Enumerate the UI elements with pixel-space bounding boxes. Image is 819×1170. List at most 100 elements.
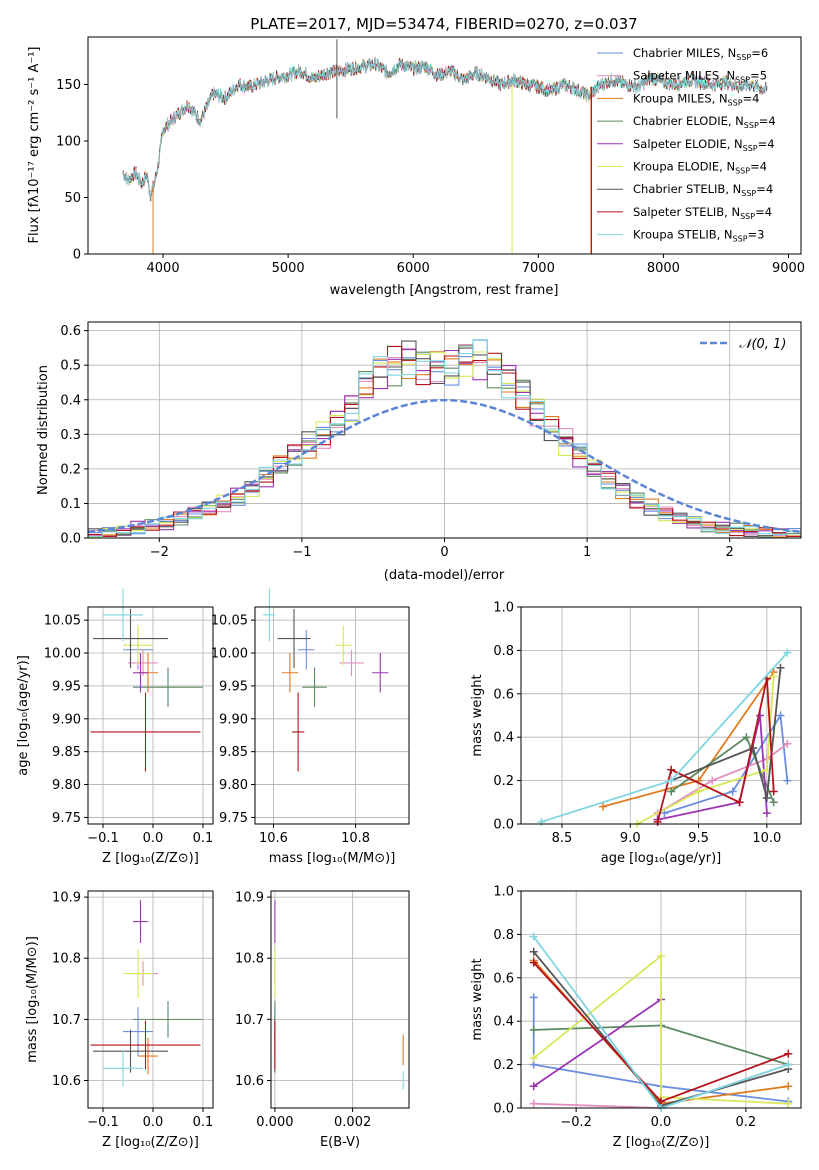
p7-ytick-label: 10.6 bbox=[235, 1074, 264, 1089]
spectrum-xtick-label: 8000 bbox=[647, 261, 680, 276]
p7-xlabel: E(B-V) bbox=[320, 1135, 360, 1150]
spectrum-legend-label: Chabrier ELODIE, NSSP=4 bbox=[633, 114, 776, 130]
p4-xtick-label: 10.6 bbox=[259, 831, 288, 846]
p5-marker bbox=[667, 787, 676, 796]
p6-ytick-label: 10.6 bbox=[52, 1074, 81, 1089]
z-age-panel: −0.1 0.0 0.1 9.75 9.80 9.85 9.90 9.95 10.00 10.05… bbox=[16, 588, 214, 866]
mass-age-panel: 10.6 10.8 9.75 9.80 9.85 9.90 9.95 10.00 10.05 ma… bbox=[211, 588, 410, 866]
p6-xtick-label: 0.0 bbox=[143, 1115, 164, 1130]
p5-xlabel: age [log₁₀(age/yr)] bbox=[601, 851, 722, 866]
p5-marker bbox=[537, 817, 546, 826]
residual-ytick-label: 0.0 bbox=[60, 532, 81, 547]
p8-ytick-label: 0.8 bbox=[493, 928, 514, 943]
p3-ytick-label: 9.75 bbox=[52, 811, 81, 826]
spectrum-legend-label: Salpeter ELODIE, NSSP=4 bbox=[633, 137, 775, 153]
z-weight-panel: −0.2 0.0 0.2 0.0 0.2 0.4 0.6 0.8 1.0 Z [log₁₀(Z/Z… bbox=[470, 885, 802, 1150]
p5-series-7 bbox=[670, 667, 782, 799]
residual-ylabel: Normed distribution bbox=[36, 365, 51, 495]
spectrum-ytick-label: 100 bbox=[56, 134, 81, 149]
p5-marker bbox=[694, 787, 703, 796]
p7-xtick-label: 0.002 bbox=[334, 1115, 371, 1130]
p8-xtick-label: −0.2 bbox=[560, 1115, 592, 1130]
p5-marker bbox=[776, 663, 785, 672]
p7-ytick-label: 10.9 bbox=[235, 891, 264, 906]
residual-ytick-label: 0.3 bbox=[60, 428, 81, 443]
p6-xlabel: Z [log₁₀(Z/Z⊙)] bbox=[102, 1135, 199, 1150]
p4-ytick-label: 10.00 bbox=[211, 647, 248, 662]
p8-marker bbox=[529, 958, 538, 967]
p4-xlabel: mass [log₁₀(M/M⊙)] bbox=[269, 851, 396, 866]
spectrum-legend-label: Salpeter MILES, NSSP=5 bbox=[633, 69, 767, 85]
spectrum-xlabel: wavelength [Angstrom, rest frame] bbox=[330, 283, 559, 298]
p8-marker bbox=[529, 947, 538, 956]
p8-marker bbox=[784, 1049, 793, 1058]
p6-ytick-label: 10.8 bbox=[52, 952, 81, 967]
age-weight-panel: 8.5 9.0 9.5 10.0 0.0 0.2 0.4 0.6 0.8 1.0 age [log₁… bbox=[470, 601, 802, 866]
residual-ytick-label: 0.2 bbox=[60, 462, 81, 477]
p7-ytick-label: 10.8 bbox=[235, 952, 264, 967]
spectrum-legend-label: Kroupa ELODIE, NSSP=4 bbox=[633, 160, 767, 176]
p4-ytick-label: 9.95 bbox=[219, 679, 248, 694]
p8-series-6 bbox=[533, 954, 789, 1105]
p8-ytick-label: 0.2 bbox=[493, 1058, 514, 1073]
spectrum-ylabel: Flux [fλ10⁻¹⁷ erg cm⁻² s⁻¹ A⁻¹] bbox=[27, 47, 42, 244]
p3-xtick-label: −0.1 bbox=[87, 831, 119, 846]
p8-xlabel: Z [log₁₀(Z/Z⊙)] bbox=[613, 1135, 710, 1150]
p8-series-5 bbox=[533, 998, 662, 1088]
p5-marker bbox=[728, 787, 737, 796]
p5-marker bbox=[708, 776, 717, 785]
p5-xtick-label: 8.5 bbox=[552, 831, 573, 846]
p3-ytick-label: 10.05 bbox=[44, 614, 81, 629]
p8-ytick-label: 0.0 bbox=[493, 1102, 514, 1117]
p8-marker bbox=[784, 1099, 793, 1108]
residual-frame bbox=[87, 321, 802, 539]
p5-marker bbox=[762, 809, 771, 818]
p5-ytick-label: 0.4 bbox=[493, 731, 514, 746]
spectrum-legend-label: Chabrier STELIB, NSSP=4 bbox=[633, 182, 773, 198]
p6-ylabel: mass [log₁₀(M/M⊙)] bbox=[25, 936, 40, 1063]
spectrum-frame bbox=[87, 36, 802, 255]
spectrum-xtick-label: 9000 bbox=[772, 261, 805, 276]
p4-frame bbox=[254, 606, 410, 825]
spectrum-ytick-label: 0 bbox=[73, 248, 81, 263]
p6-xtick-label: 0.1 bbox=[193, 1115, 214, 1130]
p8-ylabel: mass weight bbox=[470, 958, 485, 1040]
residual-panel: −2 −1 0 1 2 0.0 0.1 0.2 0.3 0.4 0.5 0.6 (data-model… bbox=[36, 321, 802, 583]
p5-xtick-label: 9.5 bbox=[688, 831, 709, 846]
p5-marker bbox=[667, 776, 676, 785]
residual-xtick-label: −2 bbox=[150, 545, 169, 560]
p6-xtick-label: −0.1 bbox=[87, 1115, 119, 1130]
p5-marker bbox=[598, 802, 607, 811]
residual-xtick-label: −1 bbox=[292, 545, 311, 560]
p8-ytick-label: 0.6 bbox=[493, 971, 514, 986]
spectrum-legend-label: Salpeter STELIB, NSSP=4 bbox=[633, 205, 772, 221]
p3-ytick-label: 9.85 bbox=[52, 745, 81, 760]
spectrum-legend-label: Kroupa MILES, NSSP=4 bbox=[633, 91, 759, 107]
p5-xtick-label: 9.0 bbox=[620, 831, 641, 846]
p3-frame bbox=[87, 606, 214, 825]
p6-ytick-label: 10.7 bbox=[52, 1013, 81, 1028]
p5-marker bbox=[769, 798, 778, 807]
p5-marker bbox=[776, 711, 785, 720]
p6-frame bbox=[87, 890, 214, 1109]
p5-ytick-label: 0.8 bbox=[493, 644, 514, 659]
p7-xtick-label: 0.000 bbox=[256, 1115, 293, 1130]
p5-marker bbox=[783, 776, 792, 785]
p3-xtick-label: 0.0 bbox=[143, 831, 164, 846]
p8-marker bbox=[529, 993, 538, 1002]
p3-ytick-label: 9.95 bbox=[52, 679, 81, 694]
p5-series-8 bbox=[656, 678, 775, 823]
p4-ytick-label: 9.75 bbox=[219, 811, 248, 826]
p5-marker bbox=[742, 733, 751, 742]
p8-marker bbox=[784, 1060, 793, 1069]
p5-ytick-label: 1.0 bbox=[493, 601, 514, 616]
spectrum-legend-label: Kroupa STELIB, NSSP=3 bbox=[633, 228, 764, 244]
spectrum-ytick-label: 150 bbox=[56, 78, 81, 93]
p4-ytick-label: 9.80 bbox=[219, 778, 248, 793]
p3-ytick-label: 9.80 bbox=[52, 778, 81, 793]
p5-ytick-label: 0.2 bbox=[493, 774, 514, 789]
p5-marker bbox=[749, 744, 758, 753]
p6-ytick-label: 10.9 bbox=[52, 891, 81, 906]
p8-frame bbox=[520, 890, 802, 1109]
